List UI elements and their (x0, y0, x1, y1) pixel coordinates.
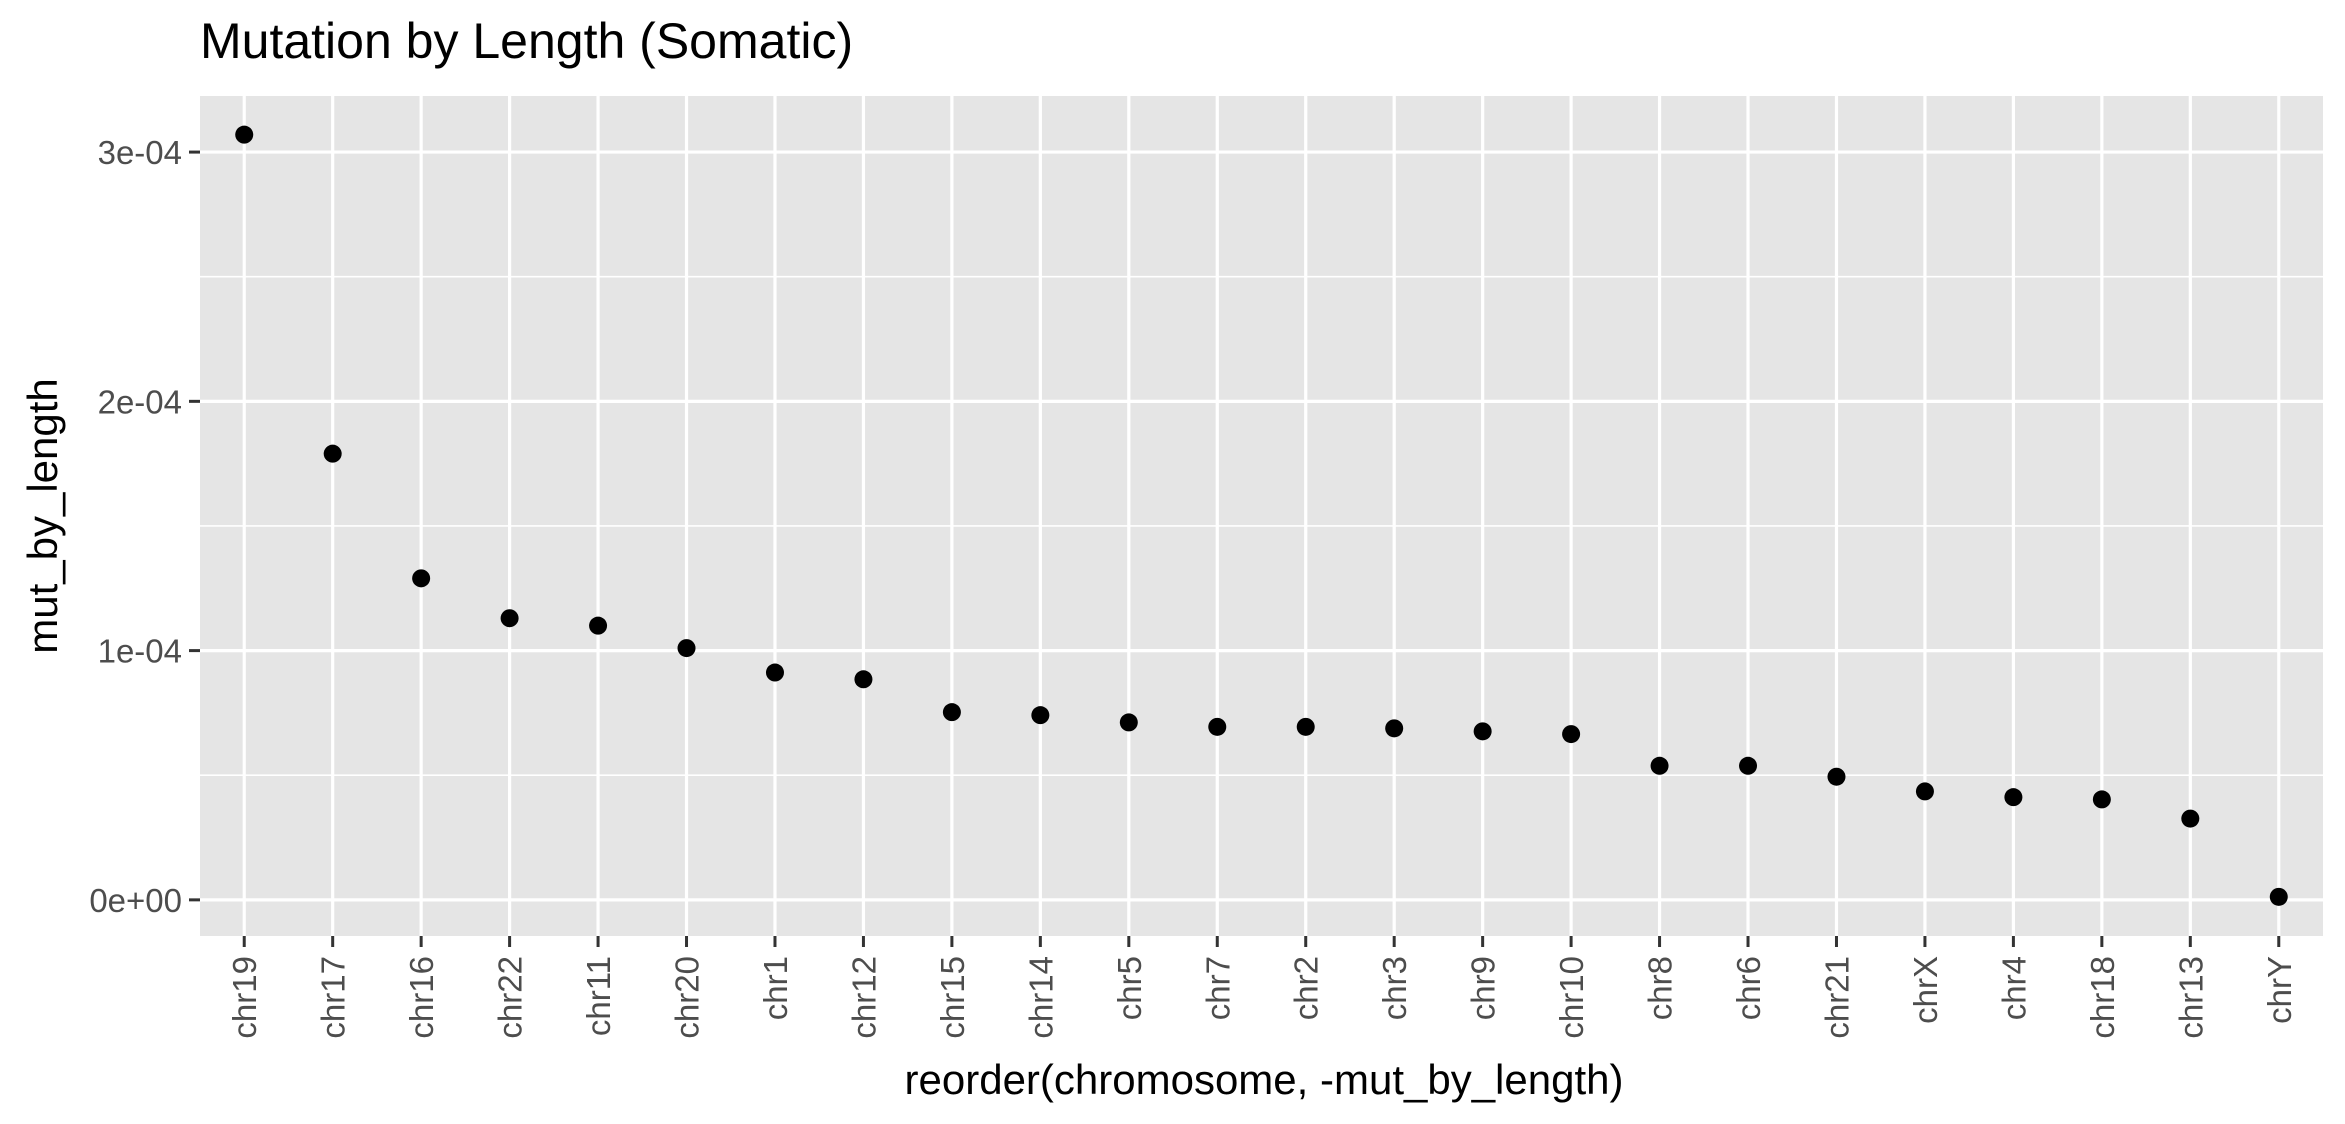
data-point-chr6 (1739, 756, 1758, 775)
data-point-chr1 (765, 663, 784, 682)
data-point-chr5 (1119, 713, 1138, 732)
y-tick-label: 0e+00 (89, 882, 182, 919)
x-tick-label: chr9 (1465, 956, 1502, 1020)
y-axis-title: mut_by_length (19, 378, 66, 654)
data-point-chr15 (942, 703, 961, 722)
data-point-chr4 (2004, 788, 2023, 807)
data-point-chr8 (1650, 756, 1669, 775)
x-tick-label: chr1 (757, 956, 794, 1020)
x-tick-label: chr22 (492, 956, 529, 1039)
x-tick-label: chr20 (669, 956, 706, 1039)
x-tick-label: chr14 (1022, 956, 1059, 1039)
data-point-chr9 (1473, 722, 1492, 741)
data-point-chr13 (2181, 809, 2200, 828)
x-axis-title: reorder(chromosome, -mut_by_length) (905, 1056, 1624, 1103)
x-tick-label: chr5 (1111, 956, 1148, 1020)
data-point-chrX (1915, 782, 1934, 801)
minor-gridlines (200, 275, 2323, 777)
data-point-chr2 (1296, 717, 1315, 736)
x-tick-label: chr2 (1288, 956, 1325, 1020)
data-point-chr7 (1208, 717, 1227, 736)
x-tick-label: chr12 (845, 956, 882, 1039)
data-point-chr16 (412, 569, 431, 588)
data-point-chrY (2269, 887, 2288, 906)
x-tick-label: chr15 (934, 956, 971, 1039)
data-point-chr17 (323, 444, 342, 463)
x-tick-label: chr4 (1995, 956, 2032, 1020)
data-point-chr14 (1031, 706, 1050, 725)
data-point-chr3 (1385, 719, 1404, 738)
y-tick-label: 2e-04 (98, 383, 182, 420)
x-tick-label: chr16 (403, 956, 440, 1039)
x-axis: chr19 chr17 chr16 chr22 chr11 chr20 chr1 chr12 c… (226, 936, 2298, 1039)
data-point-chr20 (677, 639, 696, 658)
x-tick-label: chr19 (226, 956, 263, 1039)
x-tick-label: chr13 (2172, 956, 2209, 1039)
data-point-chr22 (500, 609, 519, 628)
x-tick-label: chr7 (1199, 956, 1236, 1020)
data-points (235, 125, 2288, 906)
data-point-chr18 (2092, 790, 2111, 809)
data-point-chr19 (235, 125, 254, 144)
y-tick-label: 1e-04 (98, 633, 182, 670)
x-tick-label: chr21 (1818, 956, 1855, 1039)
data-point-chr10 (1562, 725, 1581, 744)
x-tick-label: chr11 (580, 956, 617, 1036)
data-point-chr12 (854, 670, 873, 689)
x-tick-label: chrY (2261, 956, 2298, 1024)
x-tick-label: chr8 (1642, 956, 1679, 1020)
x-tick-label: chr6 (1730, 956, 1767, 1020)
data-point-chr11 (589, 616, 608, 635)
chart-title: Mutation by Length (Somatic) (200, 13, 853, 69)
x-tick-label: chr18 (2084, 956, 2121, 1039)
plot-panel (200, 96, 2323, 936)
x-tick-label: chr10 (1553, 956, 1590, 1039)
x-tick-label: chr3 (1376, 956, 1413, 1020)
y-axis: 0e+00 1e-04 2e-04 3e-04 (89, 134, 200, 919)
y-tick-label: 3e-04 (98, 134, 182, 171)
x-tick-label: chr17 (315, 956, 352, 1039)
x-tick-label: chrX (1907, 956, 1944, 1024)
data-point-chr21 (1827, 767, 1846, 786)
